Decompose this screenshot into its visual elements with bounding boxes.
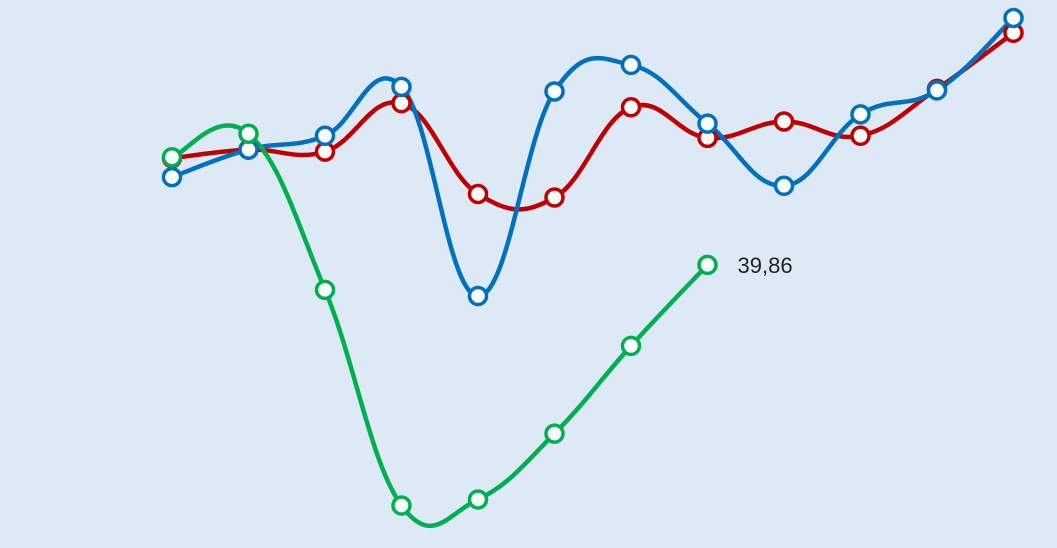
series-2-point-9 xyxy=(773,175,795,197)
series-2-point-5 xyxy=(467,285,489,307)
series-2-point-10 xyxy=(850,104,871,125)
series-3-point-3 xyxy=(314,279,336,301)
series-2-point-3 xyxy=(314,125,336,147)
series-2-point-8 xyxy=(697,113,718,134)
series-1-point-4 xyxy=(391,92,412,114)
series-3-point-8 xyxy=(697,254,718,276)
series-3-line xyxy=(169,123,710,529)
series-2-point-7 xyxy=(620,54,642,76)
series-2-point-1 xyxy=(161,166,183,188)
series-3-point-7 xyxy=(620,335,642,357)
series-2-point-6 xyxy=(544,81,565,102)
series-3-point-2 xyxy=(238,123,259,145)
data-label-last-point: 39,86 xyxy=(738,253,793,278)
series-markers xyxy=(161,7,1024,516)
series-2-point-12 xyxy=(1003,7,1024,29)
series-1-point-6 xyxy=(544,187,565,208)
series-3-point-1 xyxy=(161,146,183,168)
series-1-point-10 xyxy=(850,125,871,147)
series-3-point-5 xyxy=(467,489,489,510)
series-2-point-11 xyxy=(926,80,948,101)
series-2-point-4 xyxy=(391,76,412,98)
series-3-point-6 xyxy=(544,423,565,444)
series-1-point-7 xyxy=(620,97,642,118)
series-1-point-9 xyxy=(773,111,795,132)
series-3-point-4 xyxy=(391,495,412,516)
series-1-point-5 xyxy=(467,183,489,205)
